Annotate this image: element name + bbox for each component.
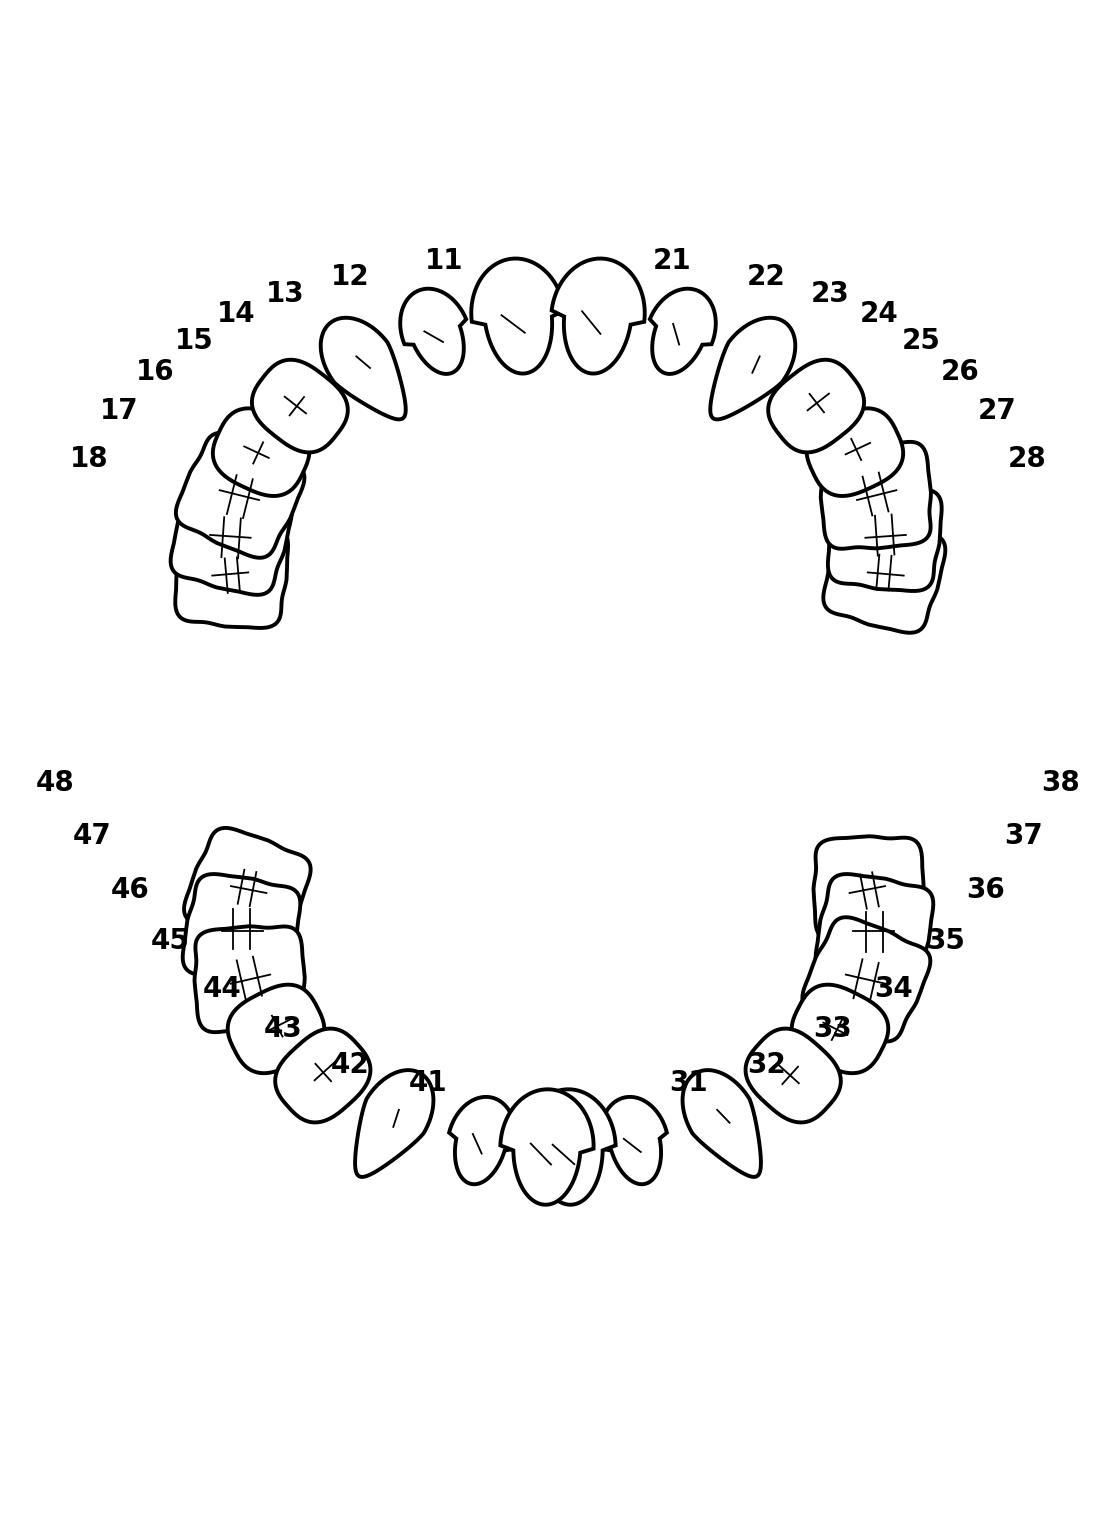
Polygon shape: [820, 441, 931, 549]
Text: 35: 35: [926, 927, 965, 954]
Polygon shape: [471, 258, 565, 373]
Text: 24: 24: [860, 300, 898, 328]
Polygon shape: [252, 360, 348, 452]
Text: 12: 12: [330, 262, 369, 291]
Text: 38: 38: [1041, 769, 1080, 796]
Text: 16: 16: [136, 358, 175, 385]
Text: 36: 36: [966, 875, 1006, 904]
Polygon shape: [320, 317, 406, 419]
Text: 28: 28: [1008, 444, 1047, 473]
Text: 34: 34: [875, 975, 913, 1003]
Text: 15: 15: [175, 328, 214, 355]
Text: 43: 43: [263, 1015, 302, 1044]
Polygon shape: [768, 360, 864, 452]
Text: 44: 44: [203, 975, 241, 1003]
Polygon shape: [276, 1029, 371, 1123]
Polygon shape: [500, 1089, 594, 1204]
Polygon shape: [449, 1097, 516, 1185]
Polygon shape: [228, 985, 325, 1073]
Text: 41: 41: [408, 1069, 446, 1097]
Polygon shape: [814, 836, 924, 942]
Text: 31: 31: [670, 1069, 708, 1097]
Polygon shape: [824, 514, 945, 633]
Text: 21: 21: [653, 247, 691, 275]
Text: 14: 14: [218, 300, 256, 328]
Polygon shape: [171, 478, 291, 595]
Polygon shape: [745, 1029, 840, 1123]
Polygon shape: [600, 1097, 667, 1185]
Text: 22: 22: [747, 262, 786, 291]
Text: 45: 45: [151, 927, 190, 954]
Polygon shape: [175, 520, 288, 628]
Text: 46: 46: [110, 875, 150, 904]
Polygon shape: [401, 288, 466, 373]
Text: 47: 47: [73, 822, 112, 850]
Polygon shape: [355, 1069, 433, 1177]
Text: 48: 48: [36, 769, 75, 796]
Polygon shape: [710, 317, 796, 419]
Text: 32: 32: [747, 1051, 786, 1079]
Text: 18: 18: [69, 444, 108, 473]
Polygon shape: [807, 408, 903, 496]
Polygon shape: [183, 874, 300, 988]
Polygon shape: [194, 927, 305, 1033]
Polygon shape: [184, 828, 310, 951]
Polygon shape: [551, 258, 645, 373]
Polygon shape: [213, 408, 309, 496]
Text: 27: 27: [978, 397, 1017, 425]
Polygon shape: [683, 1069, 761, 1177]
Text: 26: 26: [941, 358, 980, 385]
Polygon shape: [791, 985, 888, 1073]
Text: 25: 25: [902, 328, 941, 355]
Text: 33: 33: [814, 1015, 853, 1044]
Text: 17: 17: [99, 397, 138, 425]
Polygon shape: [802, 918, 931, 1042]
Text: 42: 42: [330, 1051, 369, 1079]
Polygon shape: [176, 432, 305, 558]
Text: 11: 11: [425, 247, 463, 275]
Polygon shape: [650, 288, 715, 373]
Text: 23: 23: [811, 281, 850, 308]
Polygon shape: [816, 874, 933, 988]
Polygon shape: [828, 482, 942, 592]
Polygon shape: [522, 1089, 616, 1204]
Text: 37: 37: [1004, 822, 1043, 850]
Text: 13: 13: [267, 281, 305, 308]
